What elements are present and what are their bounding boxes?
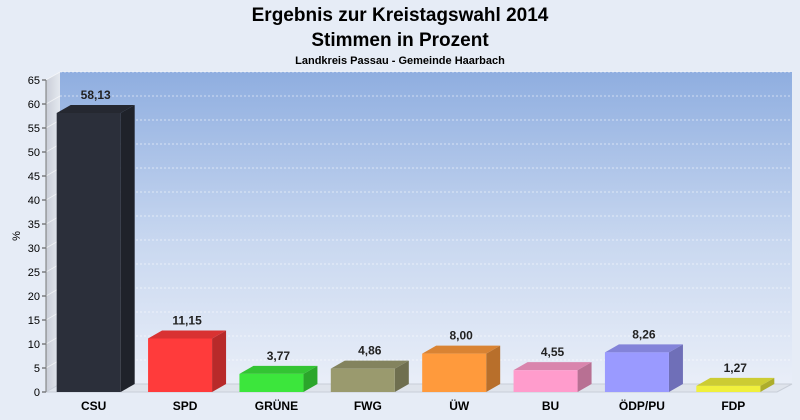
y-tick-label: 60 <box>28 99 40 111</box>
bar-side <box>303 365 318 392</box>
bar-spd <box>148 330 227 392</box>
x-tick-label: ÖDP/PU <box>619 398 665 413</box>
y-tick-label: 25 <box>28 267 40 279</box>
data-label: 3,77 <box>267 349 291 363</box>
bar-side <box>120 104 135 392</box>
bar-front <box>513 370 578 392</box>
bar-top <box>239 365 318 374</box>
y-tick-label: 15 <box>28 315 40 327</box>
y-tick-label: 35 <box>28 219 40 231</box>
bar-fwg <box>330 360 409 392</box>
y-tick-label: 65 <box>28 75 40 87</box>
bar-side <box>394 360 409 392</box>
x-tick-label: GRÜNE <box>255 398 298 413</box>
bar-side <box>577 362 592 392</box>
data-label: 4,55 <box>541 345 565 359</box>
bar-front <box>56 112 121 392</box>
bar-side <box>212 330 227 392</box>
y-tick-label: 55 <box>28 123 40 135</box>
y-tick-label: 50 <box>28 147 40 159</box>
x-tick-label: ÜW <box>449 398 470 413</box>
bar-front <box>604 352 669 392</box>
bar-front <box>330 368 395 392</box>
gridline-side <box>45 71 61 81</box>
bar-front <box>422 353 487 392</box>
bar-top <box>56 104 135 113</box>
bar-side <box>486 345 501 392</box>
x-tick-label: CSU <box>81 399 106 413</box>
y-tick-label: 10 <box>28 339 40 351</box>
bar-top <box>422 345 501 354</box>
data-label: 8,26 <box>632 327 656 341</box>
x-tick-label: SPD <box>173 399 198 413</box>
data-label: 1,27 <box>724 361 748 375</box>
bar-front <box>148 338 213 392</box>
data-label: 4,86 <box>358 344 382 358</box>
bar-top <box>696 377 775 386</box>
chart-title: Ergebnis zur Kreistagswahl 2014 <box>251 5 549 26</box>
bar-top <box>148 330 227 339</box>
bar-bu <box>513 362 592 392</box>
y-axis-label: % <box>11 231 23 241</box>
data-label: 11,15 <box>172 313 202 327</box>
y-tick-label: 45 <box>28 171 40 183</box>
y-tick-label: 0 <box>34 387 40 399</box>
gridline-side <box>45 95 61 105</box>
x-tick-label: FWG <box>354 399 382 413</box>
bar-üw <box>422 345 501 392</box>
bar-front <box>239 373 304 392</box>
x-tick-label: BU <box>542 399 559 413</box>
bar-front <box>696 385 761 392</box>
bar-top <box>604 344 683 353</box>
bar-fdp <box>696 377 775 392</box>
y-tick-label: 20 <box>28 291 40 303</box>
chart-subtitle: Stimmen in Prozent <box>311 30 489 51</box>
chart-caption: Landkreis Passau - Gemeinde Haarbach <box>295 55 505 67</box>
data-label: 8,00 <box>450 329 474 343</box>
plot-side-wall <box>46 72 60 392</box>
y-tick-label: 30 <box>28 243 40 255</box>
bar-top <box>513 362 592 371</box>
bar-ödp/pu <box>604 344 683 392</box>
x-tick-label: FDP <box>721 399 745 413</box>
y-tick-label: 5 <box>34 363 40 375</box>
bar-csu <box>56 104 135 392</box>
data-label: 58,13 <box>81 88 111 102</box>
bar-side <box>668 344 683 392</box>
bar-side <box>760 377 775 392</box>
bar-grüne <box>239 365 318 392</box>
y-tick-label: 40 <box>28 195 40 207</box>
bar-top <box>330 360 409 369</box>
